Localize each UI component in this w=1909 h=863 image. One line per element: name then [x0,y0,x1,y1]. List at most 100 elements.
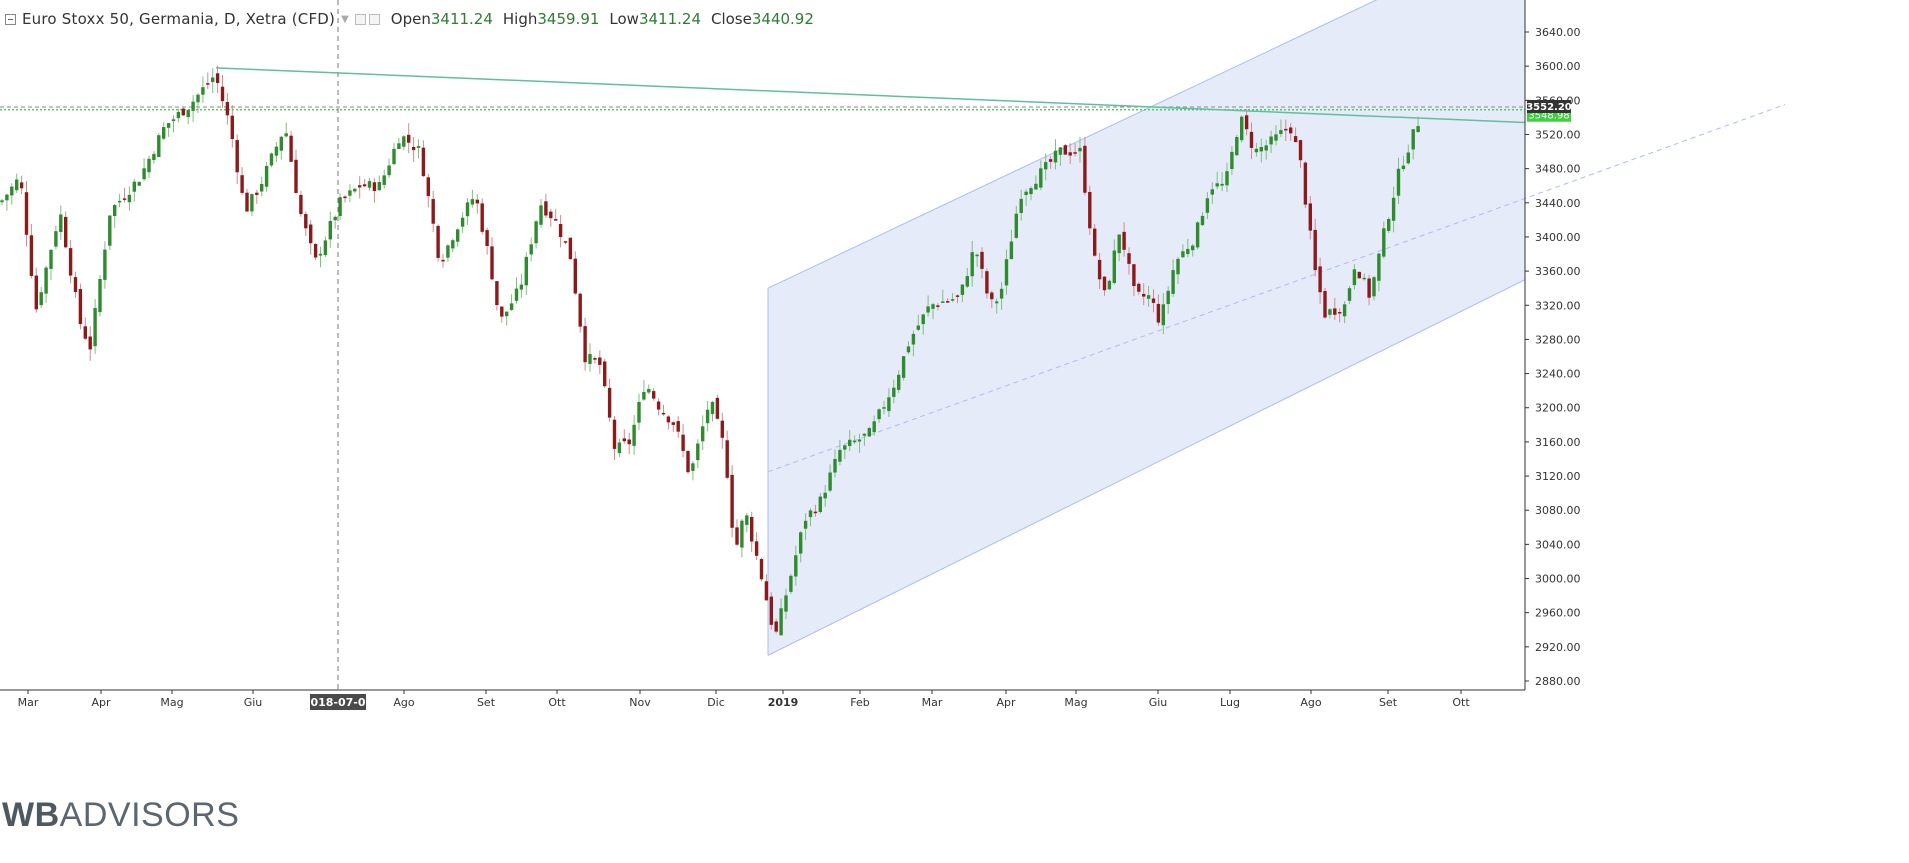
candle-body [1195,222,1200,248]
candle-body [955,295,960,297]
y-tick-label: 3640.00 [1535,26,1581,39]
x-tick-label: Giu [1149,696,1168,709]
chevron-down-icon[interactable]: ▼ [341,13,349,25]
candle-body [676,421,680,432]
x-tick-label: Ago [393,696,415,709]
candle-body [754,541,759,556]
candle-body [862,433,867,436]
x-tick-label: Apr [996,696,1016,709]
candle-body [1161,304,1165,326]
candle-body [995,301,999,304]
candle-body [10,186,14,196]
candle-body [108,215,112,246]
candle-body [1328,309,1332,315]
candle-body [191,101,195,111]
y-tick-label: 3520.00 [1535,128,1581,141]
candle-body [1078,147,1082,152]
candle-body [833,459,837,473]
candle-body [872,421,876,433]
axes[interactable]: 3640.003600.003560.003520.003480.003440.… [0,0,1581,710]
candle-body [470,199,475,205]
candle-body [759,559,764,580]
candle-body [490,246,494,280]
y-tick-label: 3240.00 [1535,368,1581,381]
settings-icon[interactable] [354,13,366,25]
candle-body [941,301,945,303]
candle-body [117,200,122,203]
candle-body [1284,128,1288,131]
candle-body [750,517,754,542]
collapse-icon[interactable] [5,13,16,25]
candle-body [269,153,274,166]
candle-body [681,434,685,451]
candle-body [122,198,127,200]
candle-body [558,224,563,237]
x-tick-label: Ott [1452,696,1470,709]
candle-body [397,143,401,149]
candle-body [171,119,176,122]
candle-body [936,305,940,307]
horizontal-levels[interactable] [0,106,1525,111]
candle-body [529,244,533,255]
regression-channel[interactable] [767,0,1786,656]
candle-body [495,281,499,305]
candle-body [1411,129,1415,150]
candle-body [73,277,78,292]
candle-body [68,248,73,276]
y-tick-label: 2960.00 [1535,607,1581,620]
candle-body [656,401,661,410]
candle-body [1416,126,1420,132]
candle-body [1367,278,1371,298]
candle-body [93,308,97,347]
candle-body [666,416,671,423]
candle-body [1142,293,1146,297]
candle-body [1230,151,1234,169]
candle-body [162,127,166,139]
trendline[interactable] [215,67,1526,124]
candle-body [1191,245,1195,251]
candle-body [799,532,803,554]
candle-body [54,231,58,247]
symbol-title[interactable]: Euro Stoxx 50, Germania, D, Xetra (CFD) [22,10,336,28]
candle-body [1137,283,1141,292]
candle-body [901,356,906,378]
candle-body [539,205,543,225]
y-tick-label: 3400.00 [1535,231,1581,244]
candle-body [705,409,710,424]
candle-body [1215,183,1219,187]
candle-body [519,284,524,290]
candle-body [926,306,930,313]
candle-body [132,181,136,192]
candle-body [1372,277,1376,297]
candle-body [701,426,705,442]
candle-body [740,520,744,548]
candle-body [1107,280,1112,290]
candle-body [696,443,700,461]
candle-body [622,438,626,442]
channel-midline [767,104,1786,473]
candle-body [211,77,215,83]
candle-body [367,181,372,188]
logo-regular: ADVISORS [59,796,240,834]
candle-body [152,153,156,160]
candle-body [838,449,842,462]
candle-body [377,182,381,191]
candle-body [931,304,935,309]
visibility-icon[interactable] [368,13,380,25]
candle-body [64,216,68,248]
candle-body [402,136,406,147]
candle-body [201,87,205,95]
candle-body [960,284,965,295]
candle-body [411,147,416,151]
candle-body [1088,192,1092,229]
candle-body [284,133,288,137]
candle-body [1093,228,1097,256]
candle-body [1063,145,1067,155]
candle-body [196,94,200,103]
candle-body [1029,188,1033,195]
candle-body [652,391,656,399]
candle-body [333,216,337,221]
candle-body [279,136,283,151]
candle-body [647,389,651,393]
